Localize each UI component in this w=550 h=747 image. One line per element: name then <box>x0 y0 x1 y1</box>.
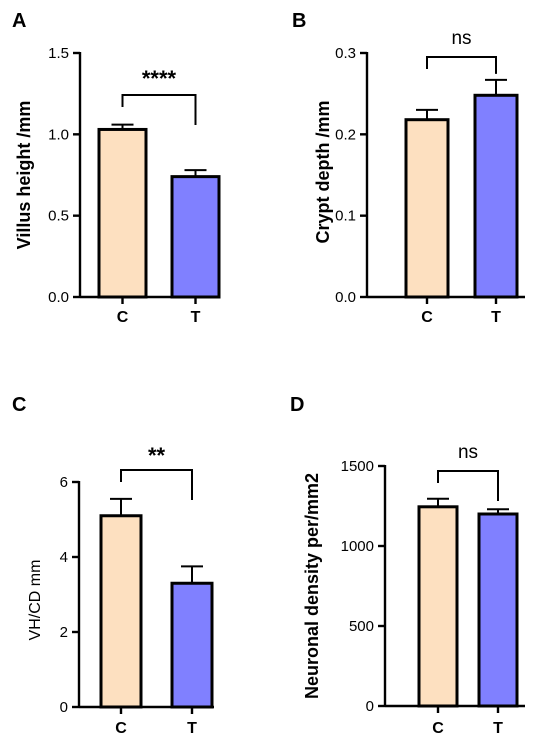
y-tick-label: 6 <box>60 474 68 491</box>
y-tick-label: 1000 <box>341 538 374 555</box>
x-tick-label: T <box>491 309 501 326</box>
significance-label: ns <box>458 442 478 463</box>
y-tick-label: 1500 <box>341 458 374 475</box>
y-tick-label: 0.3 <box>335 45 356 62</box>
panel-letter: D <box>290 394 304 416</box>
y-tick-label: 2 <box>60 624 68 641</box>
bar-c <box>404 118 450 299</box>
x-tick-label: T <box>187 720 197 737</box>
significance-bracket <box>120 469 193 500</box>
y-axis-label: Crypt depth /mm <box>313 100 333 243</box>
bar-t <box>473 93 519 299</box>
bar-t <box>170 581 214 709</box>
significance-label: **** <box>142 66 177 91</box>
x-tick-label: C <box>432 720 444 737</box>
bar-t <box>170 175 221 299</box>
panel-a: A Villus height /mm 0.0 0.5 1.0 1.5 C T **** <box>12 10 221 326</box>
bar-c <box>97 127 148 299</box>
y-axis-label: VH/CD mm <box>27 560 44 641</box>
y-tick-label: 1.0 <box>48 126 69 143</box>
x-tick-label: C <box>117 309 129 326</box>
significance-bracket <box>121 94 197 125</box>
x-tick-label: T <box>191 309 201 326</box>
bar-c <box>99 514 143 709</box>
panel-c: C VH/CD mm 0 2 4 6 C T ** <box>12 394 214 737</box>
y-axis-label: Villus height /mm <box>14 101 34 250</box>
y-tick-label: 0.0 <box>335 289 356 306</box>
x-tick-label: T <box>493 720 503 737</box>
y-tick-label: 0.1 <box>335 208 356 225</box>
y-tick-label: 500 <box>349 618 374 635</box>
significance-bracket <box>426 56 497 74</box>
significance-label: ** <box>148 443 166 468</box>
x-tick-label: C <box>115 720 127 737</box>
significance-label: ns <box>451 28 471 49</box>
panel-letter: B <box>292 10 306 32</box>
y-tick-label: 0.2 <box>335 126 356 143</box>
y-tick-label: 4 <box>60 549 68 566</box>
y-tick-label: 0.0 <box>48 289 69 306</box>
y-tick-label: 0 <box>366 698 374 715</box>
panel-letter: C <box>12 394 26 416</box>
y-axis-label: Neuronal density per/mm2 <box>302 473 322 699</box>
bar-c <box>417 505 459 708</box>
panel-b: B Crypt depth /mm 0.0 0.1 0.2 0.3 C Tns <box>292 10 525 326</box>
panel-letter: A <box>12 10 26 32</box>
significance-bracket <box>437 470 499 501</box>
y-tick-label: 0 <box>60 699 68 716</box>
x-tick-label: C <box>421 309 433 326</box>
y-tick-label: 0.5 <box>48 208 69 225</box>
panel-d: D Neuronal density per/mm2 0 500 1000 1500 C Tn… <box>290 394 525 737</box>
bar-t <box>477 512 519 708</box>
y-tick-label: 1.5 <box>48 45 69 62</box>
